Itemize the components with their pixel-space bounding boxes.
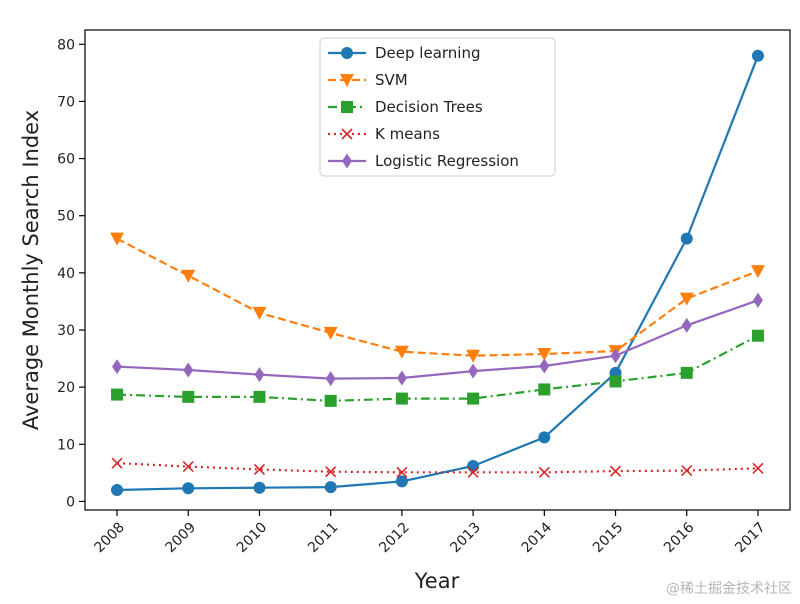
x-tick-label: 2016 <box>661 519 698 556</box>
x-tick-label: 2015 <box>590 520 627 557</box>
y-tick-label: 20 <box>57 380 75 396</box>
x-tick-label: 2013 <box>447 520 484 557</box>
series-line-deep-learning <box>116 55 760 492</box>
data-point-decision-trees <box>467 392 480 405</box>
data-point-svm <box>323 326 338 340</box>
x-tick-label: 2014 <box>519 519 556 556</box>
y-tick-label: 0 <box>66 494 75 510</box>
plot-frame <box>84 29 791 511</box>
legend-label-deep-learning: Deep learning <box>375 44 481 62</box>
x-tick-label: 2017 <box>732 520 769 557</box>
x-tick-label: 2012 <box>376 520 413 557</box>
data-point-logistic-regression <box>681 317 692 333</box>
x-tick-label: 2011 <box>305 520 342 557</box>
data-point-deep-learning <box>751 49 764 62</box>
data-point-deep-learning <box>538 431 551 444</box>
y-tick-label: 60 <box>57 152 75 168</box>
data-point-decision-trees <box>538 383 551 396</box>
data-point-k-means <box>182 461 194 473</box>
x-axis-label: Year <box>414 569 460 593</box>
data-point-svm <box>537 348 552 361</box>
data-point-k-means <box>467 466 479 478</box>
y-tick-label: 10 <box>57 437 75 453</box>
series-line-svm <box>116 237 759 357</box>
legend-box <box>319 37 556 177</box>
data-point-logistic-regression <box>183 362 194 378</box>
series-line-decision-trees <box>116 334 759 403</box>
data-point-k-means <box>752 462 764 474</box>
data-point-logistic-regression <box>325 371 336 387</box>
legend-label-decision-trees: Decision Trees <box>375 98 483 116</box>
data-point-svm <box>181 269 196 283</box>
y-tick-label: 50 <box>57 209 75 225</box>
data-point-deep-learning <box>680 232 693 245</box>
y-tick-label: 80 <box>57 37 75 53</box>
y-tick-label: 40 <box>57 266 75 282</box>
data-point-deep-learning <box>324 481 337 494</box>
series-line-logistic-regression <box>116 299 759 380</box>
legend-marker-k-means <box>341 128 353 140</box>
legend-marker-svm <box>340 74 354 87</box>
legend: Deep learning SVM Decision Trees K means Log… <box>319 37 556 177</box>
legend-label-svm: SVM <box>375 71 408 89</box>
series-decision-trees <box>111 329 764 407</box>
data-point-svm <box>679 292 694 306</box>
data-point-decision-trees <box>182 390 195 403</box>
data-point-decision-trees <box>253 390 266 403</box>
legend-label-k-means: K means <box>375 125 440 143</box>
data-point-decision-trees <box>324 394 337 407</box>
series-logistic-regression <box>112 292 763 387</box>
data-point-logistic-regression <box>468 363 479 379</box>
legend-label-logistic-regression: Logistic Regression <box>375 152 519 170</box>
y-tick-label: 30 <box>57 323 75 339</box>
data-point-deep-learning <box>182 482 195 495</box>
data-point-k-means <box>396 466 408 478</box>
data-point-k-means <box>681 465 693 477</box>
data-point-logistic-regression <box>539 358 550 374</box>
data-point-logistic-regression <box>254 367 265 383</box>
data-point-decision-trees <box>751 329 764 342</box>
data-point-decision-trees <box>111 388 124 401</box>
legend-marker-logistic-regression <box>342 153 352 169</box>
y-axis-label: Average Monthly Search Index <box>19 110 43 430</box>
data-point-decision-trees <box>680 366 693 379</box>
data-point-k-means <box>111 457 123 469</box>
y-tick-label: 70 <box>57 94 75 110</box>
data-point-logistic-regression <box>610 348 621 364</box>
data-point-svm <box>110 232 125 246</box>
data-point-k-means <box>538 466 550 478</box>
data-point-deep-learning <box>253 481 266 494</box>
watermark: @稀土掘金技术社区 <box>666 581 792 597</box>
data-point-logistic-regression <box>752 292 763 308</box>
legend-marker-decision-trees <box>341 101 353 113</box>
data-point-svm <box>252 306 267 320</box>
legend-marker-deep-learning <box>341 47 353 59</box>
data-point-deep-learning <box>467 460 480 472</box>
data-point-decision-trees <box>395 392 408 405</box>
data-point-svm <box>466 349 481 363</box>
data-point-k-means <box>325 466 337 478</box>
data-point-logistic-regression <box>396 370 407 386</box>
series-svm <box>110 232 765 363</box>
data-point-logistic-regression <box>112 359 123 375</box>
data-point-deep-learning <box>395 475 408 488</box>
data-point-deep-learning <box>111 484 124 496</box>
data-point-decision-trees <box>609 375 622 388</box>
x-tick-label: 2008 <box>91 520 128 557</box>
series-k-means <box>111 457 764 478</box>
data-point-k-means <box>609 465 622 477</box>
series-line-k-means <box>116 462 759 474</box>
x-tick-label: 2010 <box>234 520 271 557</box>
data-point-k-means <box>253 463 266 475</box>
data-point-svm <box>394 345 409 359</box>
series-layer <box>110 49 765 496</box>
data-point-svm <box>750 265 765 279</box>
x-tick-label: 2009 <box>163 520 200 557</box>
